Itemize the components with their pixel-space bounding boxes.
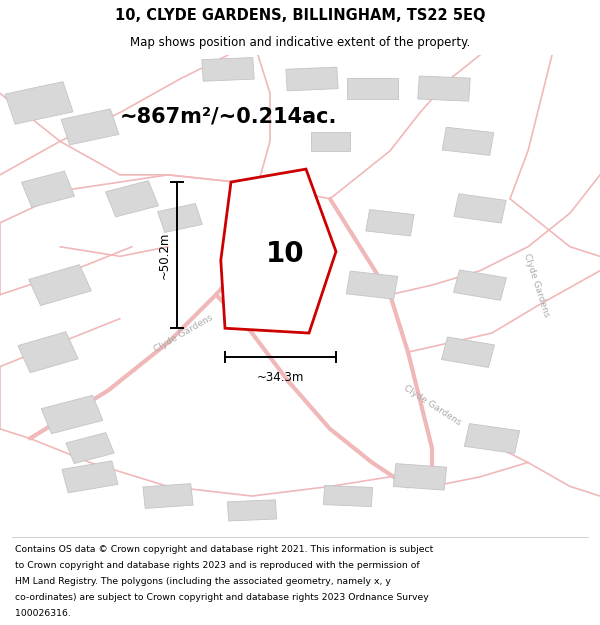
- Bar: [61, 109, 119, 145]
- Bar: [158, 204, 202, 232]
- Bar: [323, 486, 373, 507]
- Bar: [29, 264, 91, 306]
- Text: 10: 10: [266, 240, 304, 268]
- Bar: [442, 127, 494, 156]
- Bar: [347, 78, 398, 99]
- Text: Clyde Gardens: Clyde Gardens: [523, 252, 551, 318]
- Bar: [464, 424, 520, 453]
- Polygon shape: [221, 169, 336, 333]
- Bar: [286, 67, 338, 91]
- Text: to Crown copyright and database rights 2023 and is reproduced with the permissio: to Crown copyright and database rights 2…: [15, 561, 419, 570]
- Text: ~34.3m: ~34.3m: [257, 371, 304, 384]
- Bar: [394, 464, 446, 490]
- Text: 100026316.: 100026316.: [15, 609, 71, 618]
- Bar: [346, 271, 398, 299]
- Bar: [41, 396, 103, 434]
- Bar: [227, 500, 277, 521]
- Bar: [311, 132, 349, 151]
- Bar: [5, 82, 73, 124]
- Text: Clyde Gardens: Clyde Gardens: [152, 312, 214, 354]
- Bar: [22, 171, 74, 208]
- Text: Map shows position and indicative extent of the property.: Map shows position and indicative extent…: [130, 36, 470, 49]
- Text: ~50.2m: ~50.2m: [157, 231, 170, 279]
- Bar: [143, 484, 193, 509]
- Bar: [62, 461, 118, 492]
- Bar: [454, 194, 506, 223]
- Text: Contains OS data © Crown copyright and database right 2021. This information is : Contains OS data © Crown copyright and d…: [15, 545, 433, 554]
- Bar: [454, 270, 506, 301]
- Bar: [418, 76, 470, 101]
- Bar: [106, 181, 158, 217]
- Text: HM Land Registry. The polygons (including the associated geometry, namely x, y: HM Land Registry. The polygons (includin…: [15, 577, 391, 586]
- Text: co-ordinates) are subject to Crown copyright and database rights 2023 Ordnance S: co-ordinates) are subject to Crown copyr…: [15, 593, 429, 602]
- Text: ~867m²/~0.214ac.: ~867m²/~0.214ac.: [119, 106, 337, 126]
- Bar: [202, 58, 254, 81]
- Text: 10, CLYDE GARDENS, BILLINGHAM, TS22 5EQ: 10, CLYDE GARDENS, BILLINGHAM, TS22 5EQ: [115, 8, 485, 23]
- Bar: [442, 337, 494, 367]
- Text: Clyde Gardens: Clyde Gardens: [402, 383, 462, 427]
- Bar: [66, 432, 114, 464]
- Bar: [18, 332, 78, 372]
- Bar: [366, 209, 414, 236]
